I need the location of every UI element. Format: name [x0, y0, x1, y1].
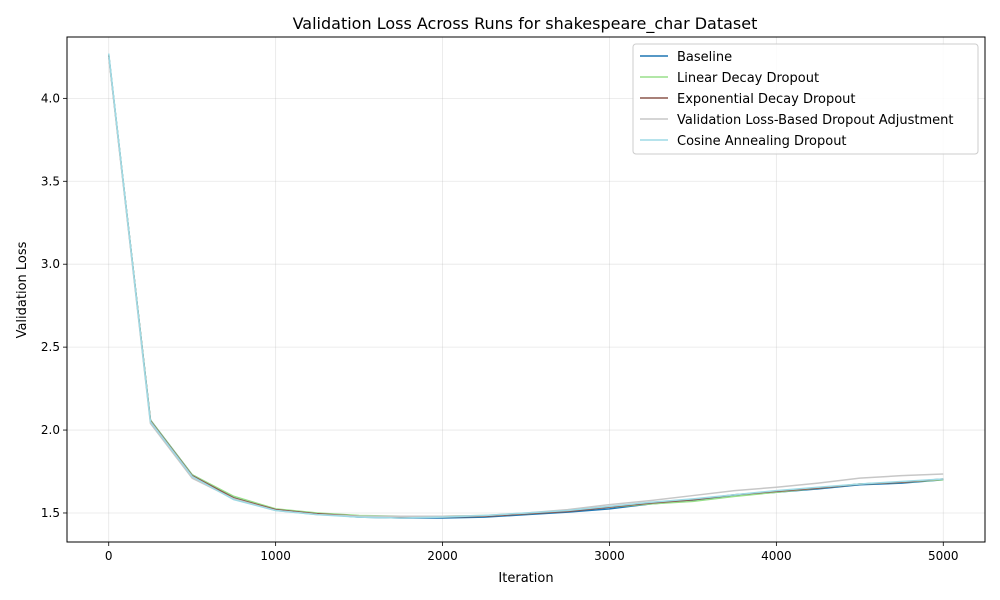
gridlines: [67, 37, 985, 542]
y-tick-label: 3.0: [41, 257, 60, 271]
y-tick-label: 3.5: [41, 174, 60, 188]
legend-label: Linear Decay Dropout: [677, 71, 819, 86]
x-tick-label: 0: [105, 549, 113, 563]
y-tick-label: 2.5: [41, 340, 60, 354]
y-axis-label: Validation Loss: [15, 241, 30, 338]
plot-frame: [66, 36, 986, 543]
x-tick-label: 4000: [761, 549, 792, 563]
x-axis-label: Iteration: [498, 571, 553, 586]
legend: Baseline Linear Decay Dropout Exponential …: [632, 43, 979, 155]
y-tick-label: 4.0: [41, 91, 60, 105]
legend-box: [632, 43, 979, 155]
x-tick-label: 3000: [594, 549, 625, 563]
x-axis: 0 1000 2000 3000 4000 5000: [105, 542, 959, 563]
series-layer: [107, 53, 944, 519]
y-tick-label: 2.0: [41, 423, 60, 437]
legend-label: Validation Loss-Based Dropout Adjustment: [677, 113, 953, 128]
series-line: [107, 53, 944, 519]
chart-title: Validation Loss Across Runs for shakespe…: [293, 14, 758, 34]
y-axis: 1.5 2.0 2.5 3.0 3.5 4.0: [41, 91, 67, 520]
x-tick-label: 2000: [427, 549, 458, 563]
y-tick-label: 1.5: [41, 506, 60, 520]
x-tick-label: 1000: [260, 549, 291, 563]
legend-label: Cosine Annealing Dropout: [677, 134, 847, 149]
series-line: [107, 55, 944, 518]
legend-label: Baseline: [677, 50, 732, 65]
legend-label: Exponential Decay Dropout: [677, 92, 856, 107]
x-tick-label: 5000: [928, 549, 959, 563]
